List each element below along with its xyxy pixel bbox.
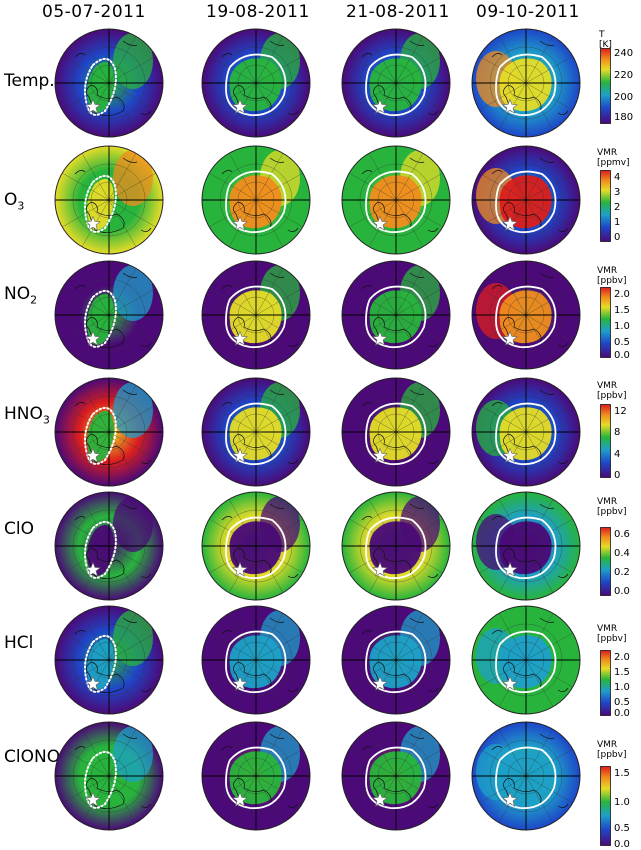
colorbar-tick: 0.0	[614, 839, 630, 850]
row-label-no2: NO2	[4, 284, 38, 307]
colorbar-tick: 200	[614, 92, 634, 103]
colorbar-tick: 0.5	[614, 823, 630, 834]
colorbar-o3	[600, 170, 611, 242]
polar-map-hno3-2	[201, 377, 311, 487]
colorbar-title-temp: T [K]	[599, 30, 612, 50]
polar-map-hcl-4	[471, 605, 581, 715]
polar-map-clono2-1	[54, 721, 164, 831]
colorbar-tick: 12	[614, 406, 627, 417]
polar-map-clo-2	[201, 491, 311, 601]
colorbar-tick: 0.0	[614, 708, 630, 719]
polar-map-clo-1	[54, 491, 164, 601]
date-header-1: 05-07-2011	[42, 2, 146, 22]
colorbar-tick: 1.5	[614, 305, 630, 316]
polar-map-clo-4	[471, 491, 581, 601]
polar-map-hno3-3	[341, 377, 451, 487]
polar-map-clono2-2	[201, 721, 311, 831]
row-label-hcl: HCl	[4, 633, 34, 653]
polar-map-clono2-3	[341, 721, 451, 831]
colorbar-tick: 0.0	[614, 350, 630, 361]
polar-map-o3-2	[201, 145, 311, 255]
date-header-2: 19-08-2011	[206, 2, 310, 22]
colorbar-no2	[600, 287, 611, 358]
polar-map-temp-2	[201, 28, 311, 138]
colorbar-tick: 2	[614, 202, 621, 213]
colorbar-tick: 0.2	[614, 567, 630, 578]
colorbar-tick: 4	[614, 172, 621, 183]
date-header-3: 21-08-2011	[346, 2, 450, 22]
colorbar-tick: 1.5	[614, 768, 630, 779]
colorbar-hno3	[600, 404, 611, 478]
row-label-hno3: HNO3	[4, 404, 50, 427]
polar-map-hno3-1	[54, 377, 164, 487]
colorbar-tick: 0.5	[614, 697, 630, 708]
polar-map-clo-3	[341, 491, 451, 601]
polar-map-o3-3	[341, 145, 451, 255]
colorbar-tick: 180	[614, 112, 634, 123]
colorbar-title-hno3: VMR [ppbv]	[597, 381, 627, 401]
polar-map-temp-3	[341, 28, 451, 138]
colorbar-hcl	[600, 650, 611, 716]
colorbar-tick: 220	[614, 70, 634, 81]
colorbar-title-no2: VMR [ppbv]	[597, 266, 627, 286]
polar-map-no2-2	[201, 260, 311, 370]
colorbar-tick: 1.5	[614, 667, 630, 678]
polar-map-temp-1	[54, 28, 164, 138]
colorbar-tick: 1	[614, 217, 621, 228]
colorbar-tick: 4	[614, 449, 621, 460]
colorbar-temp	[600, 48, 611, 124]
polar-map-temp-4	[471, 28, 581, 138]
colorbar-tick: 0.4	[614, 548, 630, 559]
colorbar-title-clono2: VMR [ppbv]	[597, 740, 627, 760]
polar-map-no2-4	[471, 260, 581, 370]
colorbar-tick: 240	[614, 48, 634, 59]
colorbar-tick: 0	[614, 232, 621, 243]
colorbar-tick: 8	[614, 427, 621, 438]
row-label-o3: O3	[4, 190, 25, 213]
colorbar-tick: 1.0	[614, 797, 630, 808]
polar-map-no2-1	[54, 260, 164, 370]
row-label-temp: Temp.	[4, 71, 55, 91]
colorbar-clono2	[600, 766, 611, 846]
colorbar-tick: 1.0	[614, 321, 630, 332]
polar-map-o3-4	[471, 145, 581, 255]
colorbar-clo	[600, 527, 611, 596]
polar-map-hcl-2	[201, 605, 311, 715]
polar-map-hcl-1	[54, 605, 164, 715]
colorbar-title-clo: VMR [ppbv]	[597, 497, 627, 517]
polar-map-hcl-3	[341, 605, 451, 715]
polar-map-hno3-4	[471, 377, 581, 487]
colorbar-tick: 0.5	[614, 337, 630, 348]
polar-map-no2-3	[341, 260, 451, 370]
colorbar-tick: 2.0	[614, 289, 630, 300]
colorbar-tick: 0.0	[614, 586, 630, 597]
polar-map-clono2-4	[471, 721, 581, 831]
colorbar-title-hcl: VMR [ppbv]	[597, 624, 627, 644]
polar-map-o3-1	[54, 145, 164, 255]
colorbar-tick: 0.6	[614, 529, 630, 540]
colorbar-tick: 1.0	[614, 682, 630, 693]
colorbar-tick: 3	[614, 187, 621, 198]
row-label-clo: ClO	[4, 519, 34, 539]
colorbar-title-o3: VMR [ppmv]	[597, 148, 630, 168]
colorbar-tick: 2.0	[614, 652, 630, 663]
colorbar-tick: 0	[614, 470, 621, 481]
date-header-4: 09-10-2011	[476, 2, 580, 22]
